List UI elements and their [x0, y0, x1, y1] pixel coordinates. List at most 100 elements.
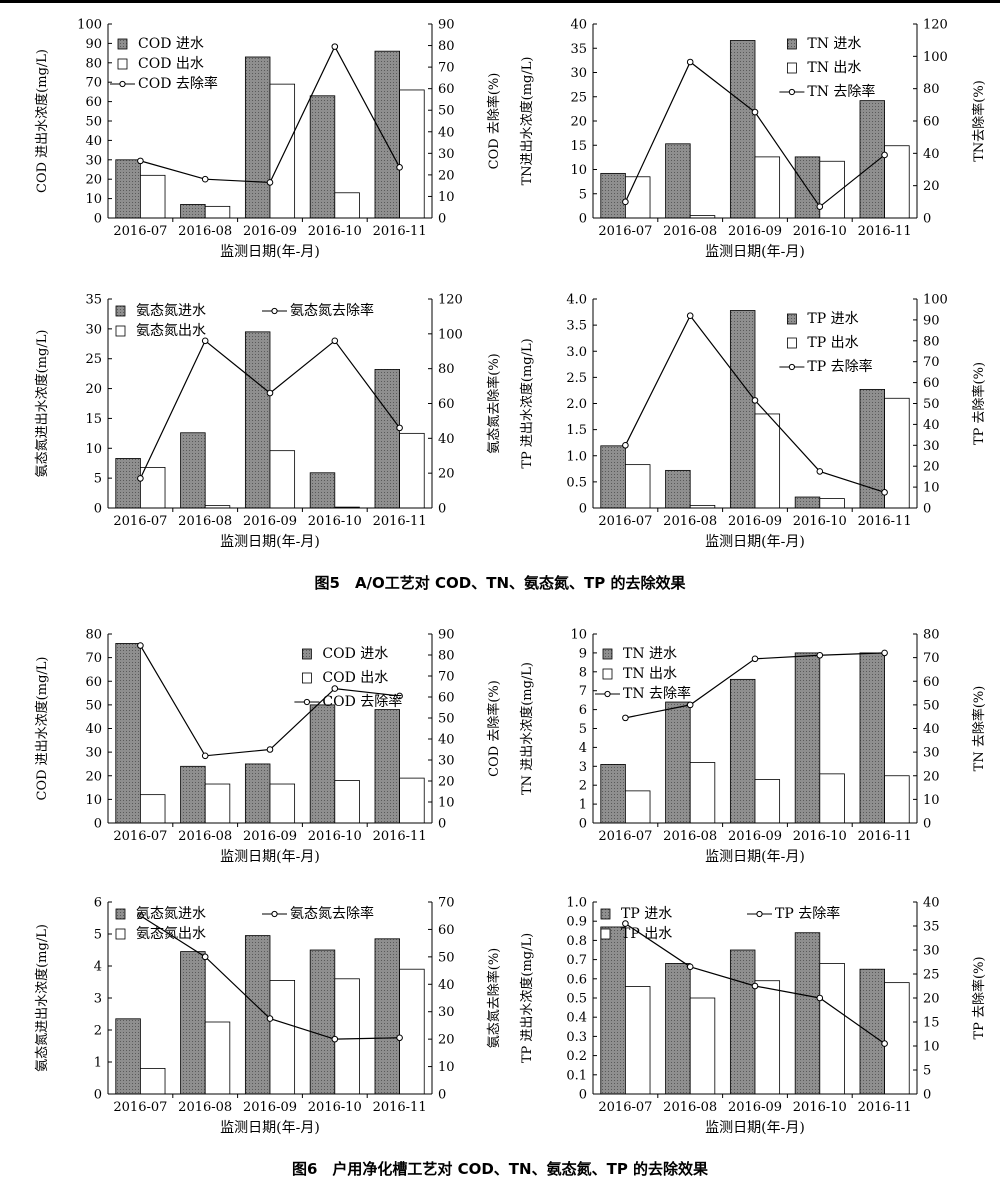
- y-axis-title-right: 氨态氮去除率(%): [486, 353, 502, 454]
- y-tick-label-left: 0: [94, 502, 102, 517]
- y-tick-label-right: 80: [923, 334, 940, 349]
- y-tick-label-right: 20: [438, 467, 455, 482]
- y-tick-label-left: 1: [94, 1056, 102, 1071]
- y-tick-label-right: 100: [923, 50, 948, 65]
- removal-rate-point: [816, 994, 824, 1002]
- x-tick-label: 2016-07: [598, 1100, 652, 1115]
- bar-effluent: [140, 466, 166, 509]
- removal-rate-point: [686, 312, 694, 320]
- removal-rate-point: [331, 685, 339, 692]
- y-tick-label-right: 20: [923, 460, 940, 475]
- x-tick-label: 2016-11: [858, 224, 912, 239]
- figure-6-caption: 图6 户用净化槽工艺对 COD、TN、氨态氮、TP 的去除效果: [291, 1160, 709, 1178]
- y-tick-label-left: 30: [85, 322, 102, 337]
- y-tick-label-right: 80: [923, 628, 940, 643]
- y-tick-label-left: 15: [570, 139, 587, 154]
- bar-influent: [859, 968, 886, 1095]
- y-tick-label-left: 0: [579, 1088, 587, 1103]
- legend-swatch-influent: [115, 305, 126, 317]
- y-tick-label-left: 2: [94, 1024, 102, 1039]
- legend-swatch-effluent: [115, 325, 126, 337]
- legend-swatch-influent: [115, 908, 126, 920]
- bar-influent: [115, 159, 141, 219]
- y-tick-label-left: 60: [85, 95, 102, 110]
- y-tick-label-left: 90: [85, 37, 102, 52]
- y-tick-label-right: 5: [923, 1064, 931, 1079]
- bar-influent: [244, 56, 271, 219]
- x-tick-label: 2016-10: [793, 829, 847, 844]
- y-tick-label-right: 90: [438, 628, 455, 643]
- bar-effluent: [334, 780, 360, 824]
- bar-influent: [859, 100, 886, 219]
- removal-rate-point: [396, 1034, 403, 1042]
- y-tick-label-left: 0: [94, 1088, 102, 1103]
- removal-rate-point: [622, 442, 629, 449]
- figure-5-caption: 图5 A/O工艺对 COD、TN、氨态氮、TP 的去除效果: [314, 574, 686, 592]
- bar-effluent: [140, 794, 166, 824]
- y-tick-label-left: 0.3: [566, 1030, 587, 1045]
- y-tick-label-left: 0.8: [566, 934, 587, 949]
- y-tick-label-left: 20: [85, 173, 102, 188]
- y-tick-label-right: 40: [923, 418, 940, 433]
- removal-rate-point: [686, 963, 694, 971]
- removal-rate-point: [201, 337, 209, 345]
- y-tick-label-right: 40: [923, 722, 940, 737]
- y-tick-label-right: 120: [923, 18, 948, 33]
- y-tick-label-right: 0: [438, 212, 446, 227]
- legend-label: TP 进水: [621, 906, 672, 922]
- bar-effluent: [334, 978, 360, 1095]
- removal-rate-point: [331, 337, 339, 345]
- legend-swatch-effluent: [602, 668, 613, 680]
- bar-effluent: [204, 783, 231, 824]
- removal-rate-point: [266, 746, 274, 753]
- bar-influent: [180, 951, 206, 1095]
- y-tick-label-right: 50: [923, 698, 940, 713]
- bar-influent: [794, 496, 821, 509]
- legend-swatch-effluent: [600, 928, 611, 940]
- bar-effluent: [204, 205, 231, 219]
- y-axis-title-right: TP 去除率(%): [971, 362, 987, 445]
- x-tick-label: 2016-07: [598, 514, 652, 529]
- chart-fig5-tn: 0 5 10 15 20 25 30 35 40 0 20 40 60 80 100 120 2016-07 20…: [515, 10, 995, 280]
- chart-fig6-tp: 0 0.1 0.2 0.3 0.4 0.5 0.6 0.7 0.8 0.9 1.0 0 5 10 15 20 2…: [515, 888, 995, 1156]
- legend-label: COD 出水: [138, 56, 204, 72]
- y-tick-label-left: 30: [85, 153, 102, 168]
- bar-effluent: [625, 464, 651, 509]
- x-tick-label: 2016-11: [373, 514, 427, 529]
- legend-label: TP 出水: [621, 926, 672, 942]
- bar-influent: [600, 445, 626, 509]
- y-tick-label-right: 90: [438, 18, 455, 33]
- x-tick-label: 2016-10: [308, 1100, 362, 1115]
- y-tick-label-left: 7: [579, 684, 587, 699]
- y-tick-label-left: 100: [77, 18, 102, 33]
- bar-effluent: [334, 192, 360, 219]
- legend-swatch-marker: [271, 910, 278, 918]
- x-tick-label: 2016-08: [663, 514, 717, 529]
- legend-label: TN 进水: [807, 36, 861, 52]
- y-tick-label-right: 30: [438, 147, 455, 162]
- removal-rate-point: [137, 475, 144, 482]
- bar-influent: [729, 310, 756, 509]
- y-tick-label-right: 30: [923, 944, 940, 959]
- bar-influent: [115, 643, 141, 824]
- bar-effluent: [884, 775, 910, 824]
- legend-label: 氨态氮进水: [136, 303, 206, 319]
- y-tick-label-right: 90: [923, 313, 940, 328]
- y-axis-title-left: 氨态氮进出水浓度(mg/L): [34, 330, 50, 478]
- y-axis-title-right: TP 去除率(%): [971, 956, 987, 1039]
- y-tick-label-left: 50: [85, 115, 102, 130]
- bar-effluent: [399, 968, 425, 1095]
- y-tick-label-left: 0: [579, 212, 587, 227]
- legend-label: TN 进水: [623, 646, 677, 662]
- y-axis-title-right: COD 去除率(%): [486, 680, 502, 777]
- y-tick-label-right: 0: [438, 502, 446, 517]
- legend-swatch-marker: [788, 363, 795, 371]
- y-tick-label-right: 60: [923, 376, 940, 391]
- x-tick-label: 2016-08: [663, 224, 717, 239]
- bar-effluent: [754, 779, 781, 824]
- x-tick-label: 2016-08: [663, 829, 717, 844]
- removal-rate-point: [622, 714, 629, 722]
- x-tick-label: 2016-07: [113, 1100, 167, 1115]
- bar-effluent: [399, 89, 425, 219]
- y-tick-label-right: 100: [438, 327, 463, 342]
